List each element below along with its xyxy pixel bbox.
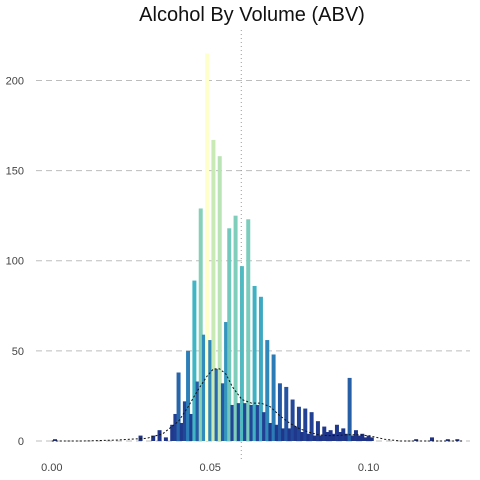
histogram-bar <box>163 437 168 441</box>
histogram-bar <box>249 404 254 441</box>
histogram-bar <box>271 354 276 441</box>
y-tick-label: 0 <box>18 436 24 448</box>
histogram-bar <box>284 386 289 441</box>
histogram-bar <box>296 406 301 441</box>
histogram-bar <box>303 408 308 441</box>
histogram-bar <box>322 426 327 441</box>
histogram-bar <box>201 334 206 441</box>
histogram-bar <box>173 413 178 441</box>
histogram-bar <box>293 426 298 441</box>
histogram-bar <box>281 428 286 441</box>
histogram-bar <box>445 439 450 441</box>
histogram-bar <box>252 285 257 441</box>
histogram-bar <box>369 437 374 441</box>
histogram-bar <box>347 377 352 441</box>
histogram-bar <box>290 399 295 441</box>
histogram-bar <box>236 403 241 441</box>
histogram-bar <box>274 424 279 441</box>
histogram-bar <box>306 433 311 441</box>
histogram-bar <box>214 368 219 441</box>
histogram-bar <box>246 219 251 441</box>
histogram-bar <box>334 424 339 441</box>
histogram-bar <box>366 435 371 441</box>
y-tick-label: 100 <box>6 256 24 268</box>
histogram-bar <box>344 433 349 441</box>
histogram-bar <box>268 422 273 441</box>
histogram-bar <box>239 266 244 441</box>
y-tick-labels: 0 50 100 150 200 <box>6 75 24 448</box>
histogram-bar <box>300 431 305 441</box>
histogram-bar <box>414 439 419 441</box>
histogram-bar <box>455 439 460 441</box>
x-tick-label: 0.10 <box>358 462 379 474</box>
histogram-bar <box>262 412 267 441</box>
histogram-bar <box>217 156 222 441</box>
y-tick-label: 150 <box>6 166 24 178</box>
histogram-bar <box>195 381 200 441</box>
histogram-bar <box>287 428 292 441</box>
histogram-bar <box>350 435 355 441</box>
histogram-bars <box>53 53 460 442</box>
histogram-bar <box>53 439 58 441</box>
histogram-bar <box>357 435 362 441</box>
histogram-bar <box>189 413 194 441</box>
histogram-bar <box>182 401 187 441</box>
histogram-bar <box>205 53 210 442</box>
histogram-bar <box>325 431 330 441</box>
histogram-bar <box>198 208 203 441</box>
histogram-bar <box>277 383 282 441</box>
histogram-bar <box>230 404 235 441</box>
x-tick-labels: 0.00 0.05 0.10 <box>41 462 379 474</box>
histogram-bar <box>265 340 270 441</box>
histogram-bar <box>315 421 320 441</box>
histogram-bar <box>157 430 162 441</box>
histogram-bar <box>429 437 434 441</box>
histogram-bar <box>211 139 216 442</box>
y-tick-label: 200 <box>6 75 24 87</box>
histogram-bar <box>309 412 314 441</box>
chart-title: Alcohol By Volume (ABV) <box>139 4 365 26</box>
histogram-bar <box>341 428 346 441</box>
histogram-bar <box>363 437 368 441</box>
histogram-bar <box>179 422 184 441</box>
density-curve <box>51 368 464 442</box>
histogram-bar <box>255 404 260 441</box>
histogram-bar <box>258 296 263 441</box>
histogram-bar <box>338 431 343 441</box>
y-tick-label: 50 <box>12 346 24 358</box>
histogram-bar <box>170 424 175 441</box>
histogram-bar <box>319 435 324 441</box>
histogram-bar <box>208 340 213 441</box>
histogram-bar <box>353 430 358 441</box>
x-tick-label: 0.05 <box>200 462 221 474</box>
histogram-bar <box>176 372 181 441</box>
histogram-bar <box>186 350 191 441</box>
x-tick-label: 0.00 <box>41 462 62 474</box>
histogram-bar <box>243 403 248 441</box>
histogram-bar <box>312 435 317 441</box>
histogram-bar <box>220 383 225 441</box>
histogram-bar <box>192 280 197 441</box>
histogram-bar <box>151 435 156 441</box>
histogram-bar <box>224 322 229 441</box>
histogram-bar <box>227 228 232 441</box>
histogram-bar <box>233 215 238 441</box>
histogram-bar <box>331 433 336 441</box>
histogram-bar <box>360 433 365 441</box>
